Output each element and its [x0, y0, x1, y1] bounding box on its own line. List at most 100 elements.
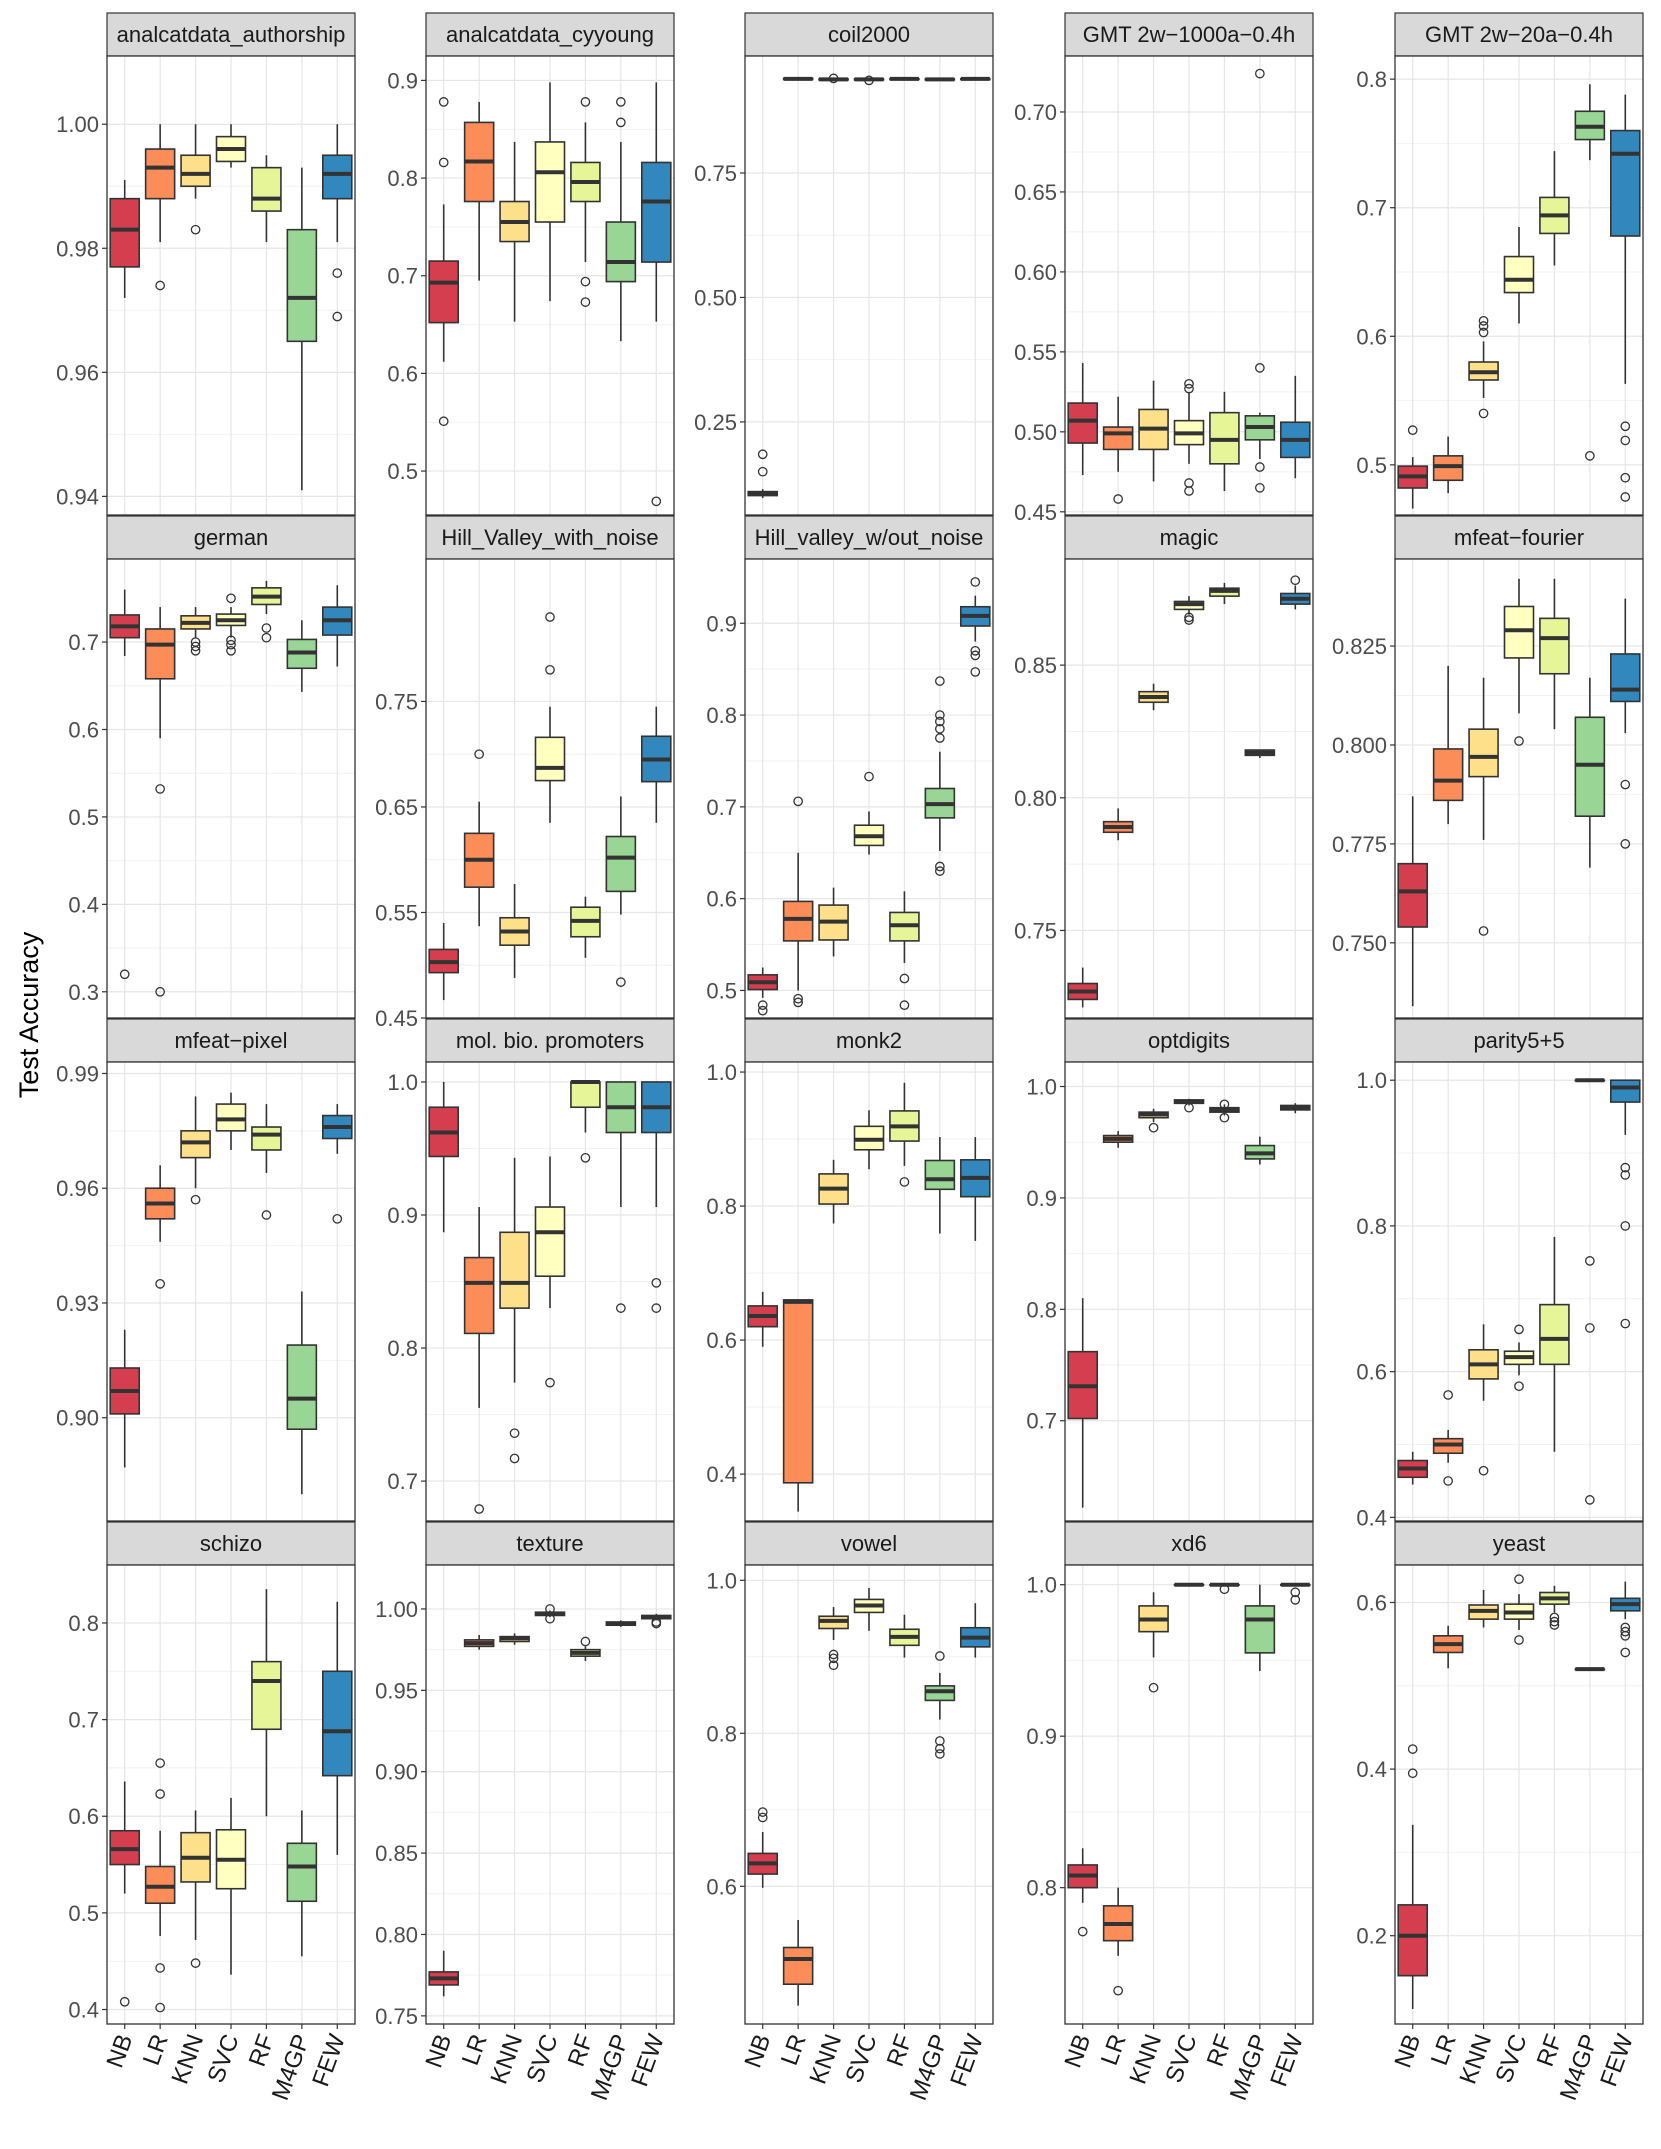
box-iqr: [109, 197, 141, 268]
box-lr: [144, 607, 176, 997]
outlier-point: [793, 993, 803, 1004]
box-lr: [1102, 808, 1134, 841]
box-nb: [109, 589, 141, 980]
y-tick-label: 0.25: [694, 410, 737, 435]
outlier-point: [545, 1604, 555, 1614]
y-tick-label: 0.775: [1332, 832, 1387, 857]
box-knn: [180, 1810, 211, 1968]
box-lr: [1102, 1131, 1134, 1148]
x-tick-label: SVC: [840, 2031, 882, 2087]
x-tick-label: KNN: [167, 2031, 210, 2088]
outlier-point: [1184, 612, 1194, 623]
panel-border: [744, 1061, 994, 1522]
outlier-point: [1184, 1102, 1194, 1113]
box-rf: [1209, 582, 1240, 605]
box-nb: [109, 1329, 141, 1468]
outlier-point: [1620, 435, 1631, 446]
outlier-point: [616, 97, 626, 107]
outlier-point: [545, 664, 555, 675]
outlier-point: [545, 1377, 555, 1388]
y-tick-label: 0.99: [56, 1061, 99, 1086]
y-tick-label: 1.0: [1026, 1075, 1057, 1100]
y-tick-label: 0.95: [375, 1678, 418, 1703]
box-nb: [747, 1291, 779, 1347]
box-iqr: [1102, 426, 1134, 451]
box-few: [1279, 375, 1311, 479]
panel: GMT 2w−1000a−0.4h 0.45 0.50 0.55 0.60 0.65 0.7…: [1014, 12, 1314, 525]
box-iqr: [1503, 255, 1535, 294]
y-tick-label: 0.90: [56, 1406, 99, 1431]
box-rf: [889, 1614, 920, 1658]
y-tick-label: 0.7: [1356, 196, 1387, 221]
box-m4gp: [1244, 1136, 1276, 1165]
y-tick-label: 1.0: [1356, 1068, 1387, 1093]
panel-title: GMT 2w−1000a−0.4h: [1083, 22, 1295, 47]
box-nb: [1067, 363, 1099, 476]
y-tick-label: 0.9: [387, 68, 418, 93]
y-tick-label: 0.4: [1356, 1505, 1387, 1530]
box-iqr: [1397, 862, 1429, 928]
box-rf: [889, 891, 920, 1010]
box-nb: [109, 1781, 141, 2007]
box-knn: [180, 607, 211, 656]
outlier-point: [1620, 492, 1631, 502]
panel: mfeat−fourier 0.750 0.775 0.800 0.825: [1332, 515, 1644, 1019]
outlier-point: [119, 969, 130, 980]
box-knn: [818, 1159, 849, 1224]
outlier-point: [970, 667, 981, 677]
box-knn: [1468, 677, 1499, 936]
panel-title: mol. bio. promoters: [456, 1028, 644, 1053]
outlier-point: [616, 1303, 626, 1313]
y-tick-label: 0.50: [694, 285, 737, 310]
box-iqr: [640, 161, 672, 263]
outlier-point: [580, 297, 591, 307]
box-svc: [1173, 596, 1205, 625]
box-rf: [251, 1589, 282, 1817]
y-tick-label: 0.75: [1014, 918, 1057, 943]
box-iqr: [144, 148, 176, 200]
y-tick-label: 0.96: [56, 1176, 99, 1201]
y-tick-label: 0.50: [1014, 420, 1057, 445]
box-svc: [1173, 379, 1205, 496]
box-rf: [1209, 391, 1240, 492]
x-tick-label: LR: [776, 2031, 812, 2069]
outlier-point: [580, 1636, 591, 1647]
box-svc: [215, 1092, 247, 1150]
outlier-point: [864, 771, 874, 782]
box-lr: [144, 1758, 176, 2013]
outlier-point: [545, 1613, 555, 1624]
y-tick-label: 0.7: [387, 1469, 418, 1494]
panel-border: [106, 1061, 356, 1522]
y-tick-label: 0.80: [375, 1922, 418, 1947]
x-tick-label: SVC: [1490, 2031, 1532, 2087]
x-tick-label: KNN: [1125, 2031, 1168, 2088]
panel-strip: [1394, 515, 1644, 560]
box-nb: [747, 449, 779, 499]
outlier-point: [332, 268, 343, 278]
box-iqr: [251, 1126, 282, 1151]
box-iqr: [321, 1670, 353, 1777]
outlier-point: [828, 1653, 839, 1664]
outlier-point: [616, 117, 626, 128]
box-knn: [499, 883, 530, 978]
panel-strip: [106, 12, 356, 57]
y-tick-label: 0.8: [387, 1336, 418, 1361]
outlier-point: [1514, 736, 1524, 746]
panel: parity5+5 0.4 0.6 0.8 1.0: [1356, 1018, 1644, 1530]
box-lr: [463, 1634, 495, 1650]
outlier-point: [1514, 1574, 1524, 1585]
outlier-point: [1620, 421, 1631, 432]
outlier-point: [1620, 1162, 1631, 1173]
box-rf: [1209, 1582, 1240, 1595]
box-lr: [1432, 665, 1464, 825]
outlier-point: [935, 866, 945, 876]
box-iqr: [782, 900, 814, 942]
box-iqr: [428, 260, 460, 324]
outlier-point: [1620, 1626, 1631, 1637]
outlier-point: [580, 97, 591, 107]
panel: mfeat−pixel 0.90 0.93 0.96 0.99: [56, 1018, 356, 1522]
outlier-point: [1407, 1768, 1418, 1779]
y-tick-label: 0.2: [1356, 1924, 1387, 1949]
